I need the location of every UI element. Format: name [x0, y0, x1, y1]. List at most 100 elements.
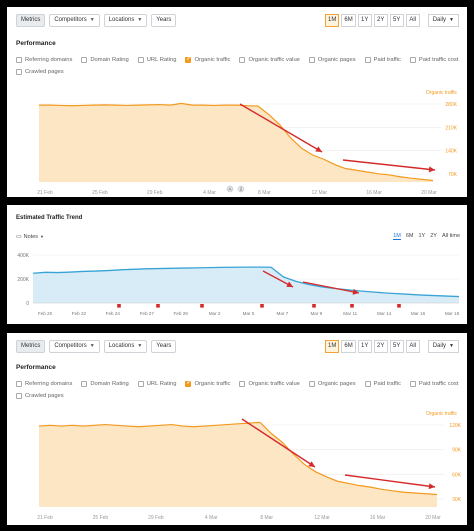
- period-1m[interactable]: 1M: [325, 14, 340, 27]
- competitors-dropdown[interactable]: Competitors ▼: [49, 14, 100, 27]
- x-tick-label: Feb 22: [72, 311, 87, 316]
- checkbox-box[interactable]: [409, 57, 416, 63]
- x-tick-label: 25 Feb: [93, 515, 109, 521]
- checkbox-box[interactable]: [364, 57, 371, 63]
- x-tick-label: 20 Mar: [425, 515, 441, 521]
- locations-dropdown[interactable]: Locations ▼: [103, 340, 148, 353]
- x-tick-label: 21 Feb: [37, 515, 53, 521]
- x-tick-label: Mar 14: [377, 311, 392, 316]
- note-marker: [117, 304, 121, 308]
- period-2y[interactable]: 2Y: [373, 14, 388, 27]
- chevron-down-icon: ▼: [89, 17, 95, 23]
- trend-period-1m[interactable]: 1M: [393, 233, 401, 240]
- period-2y[interactable]: 2Y: [373, 340, 388, 353]
- period-6m[interactable]: 6M: [341, 14, 356, 27]
- checkbox-box[interactable]: [308, 57, 315, 63]
- checkbox-box[interactable]: [16, 393, 22, 399]
- trend-period-all-time[interactable]: All time: [441, 233, 460, 239]
- period-5y[interactable]: 5Y: [389, 14, 404, 27]
- checkbox-box[interactable]: [81, 57, 88, 63]
- y-tick-label: 30K: [452, 497, 462, 503]
- period-1m[interactable]: 1M: [325, 340, 340, 353]
- x-tick-label: 25 Feb: [92, 190, 108, 196]
- period-all[interactable]: All: [405, 14, 420, 27]
- checkbox-paid-traffic-cost[interactable]: Paid traffic cost: [409, 380, 458, 388]
- checkbox-box[interactable]: [137, 381, 144, 387]
- note-marker: [156, 304, 160, 308]
- checkbox-url-rating[interactable]: URL Rating: [137, 380, 176, 388]
- y-tick-label: 400K: [17, 253, 29, 259]
- checkbox-box[interactable]: [409, 381, 416, 387]
- checkbox-organic-traffic-value[interactable]: Organic traffic value: [239, 380, 300, 388]
- x-tick-label: 4 Mar: [205, 515, 218, 521]
- trend-period-2y[interactable]: 2Y: [430, 233, 437, 239]
- arrow-head: [428, 166, 435, 173]
- checkbox-label: Organic traffic value: [248, 57, 300, 63]
- checkbox-paid-traffic[interactable]: Paid traffic: [364, 56, 401, 64]
- x-tick-label: Feb 20: [38, 311, 53, 316]
- checkbox-box[interactable]: [308, 381, 315, 387]
- period-1y[interactable]: 1Y: [357, 14, 372, 27]
- checkbox-box[interactable]: [239, 57, 246, 63]
- years-button[interactable]: Years: [151, 14, 177, 27]
- metrics-button[interactable]: Metrics: [16, 14, 46, 27]
- notes-label: Notes: [23, 233, 39, 240]
- checkbox-box[interactable]: [185, 56, 192, 63]
- checkbox-referring-domains[interactable]: Referring domains: [16, 56, 72, 64]
- annotation-arrow: [302, 281, 360, 294]
- x-tick-label: 12 Mar: [314, 515, 330, 521]
- trend-period-1y[interactable]: 1Y: [418, 233, 426, 239]
- series-area: [39, 422, 437, 507]
- checkbox-domain-rating[interactable]: Domain Rating: [81, 56, 129, 64]
- checkbox-label: Referring domains: [25, 57, 73, 63]
- x-tick-label: 4 Mar: [203, 190, 216, 196]
- checkbox-box[interactable]: [137, 57, 144, 63]
- trend-period-6m[interactable]: 6M: [405, 233, 414, 239]
- checkbox-referring-domains[interactable]: Referring domains: [16, 380, 72, 388]
- y-tick-label: 0: [26, 301, 29, 307]
- y-tick-label: 210K: [445, 125, 457, 131]
- checkbox-url-rating[interactable]: URL Rating: [137, 56, 176, 64]
- x-tick-label: Mar 16: [411, 311, 426, 316]
- performance-title: Performance: [16, 364, 56, 371]
- checkbox-organic-traffic[interactable]: Organic traffic: [185, 380, 230, 388]
- years-button[interactable]: Years: [151, 340, 177, 353]
- checkbox-label: Organic traffic: [194, 381, 231, 387]
- series-label: Organic traffic: [426, 90, 458, 96]
- checkbox-crawled-pages[interactable]: Crawled pages: [16, 68, 64, 76]
- checkbox-paid-traffic-cost[interactable]: Paid traffic cost: [409, 56, 458, 64]
- period-5y[interactable]: 5Y: [389, 340, 404, 353]
- y-tick-label: 90K: [452, 448, 462, 454]
- interval-dropdown[interactable]: Daily ▼: [427, 14, 459, 27]
- screenshot-panel-2: Estimated Traffic Trend ▭ Notes ▼ 1M 6M …: [7, 205, 467, 324]
- checkbox-organic-pages[interactable]: Organic pages: [308, 56, 356, 64]
- checkbox-box[interactable]: [16, 69, 22, 75]
- locations-dropdown[interactable]: Locations ▼: [103, 14, 148, 27]
- checkbox-box[interactable]: [364, 381, 371, 387]
- checkbox-paid-traffic[interactable]: Paid traffic: [364, 380, 401, 388]
- notes-dropdown[interactable]: ▭ Notes ▼: [16, 233, 44, 241]
- checkbox-domain-rating[interactable]: Domain Rating: [81, 380, 129, 388]
- checkbox-label: Crawled pages: [25, 393, 64, 399]
- checkbox-organic-traffic-value[interactable]: Organic traffic value: [239, 56, 300, 64]
- checkbox-box[interactable]: [81, 381, 88, 387]
- checkbox-organic-pages[interactable]: Organic pages: [308, 380, 356, 388]
- period-6m[interactable]: 6M: [341, 340, 356, 353]
- metrics-button[interactable]: Metrics: [16, 340, 46, 353]
- checkbox-box[interactable]: [239, 381, 246, 387]
- annotation-marker-label: A: [228, 187, 231, 192]
- series-area: [33, 267, 459, 303]
- checkbox-crawled-pages[interactable]: Crawled pages: [16, 392, 64, 400]
- competitors-dropdown[interactable]: Competitors ▼: [49, 340, 100, 353]
- annotation-arrow: [239, 103, 323, 153]
- checkbox-box[interactable]: [16, 381, 22, 387]
- checkbox-box[interactable]: [185, 380, 192, 387]
- period-all[interactable]: All: [405, 340, 420, 353]
- period-selector: 1M 6M 1Y 2Y 5Y All Daily ▼: [325, 340, 459, 353]
- period-1y[interactable]: 1Y: [357, 340, 372, 353]
- checkbox-box[interactable]: [16, 57, 22, 63]
- interval-dropdown[interactable]: Daily ▼: [427, 340, 459, 353]
- checkbox-organic-traffic[interactable]: Organic traffic: [185, 56, 230, 64]
- x-tick-label: 8 Mar: [260, 515, 273, 521]
- y-tick-label: 140K: [445, 149, 457, 155]
